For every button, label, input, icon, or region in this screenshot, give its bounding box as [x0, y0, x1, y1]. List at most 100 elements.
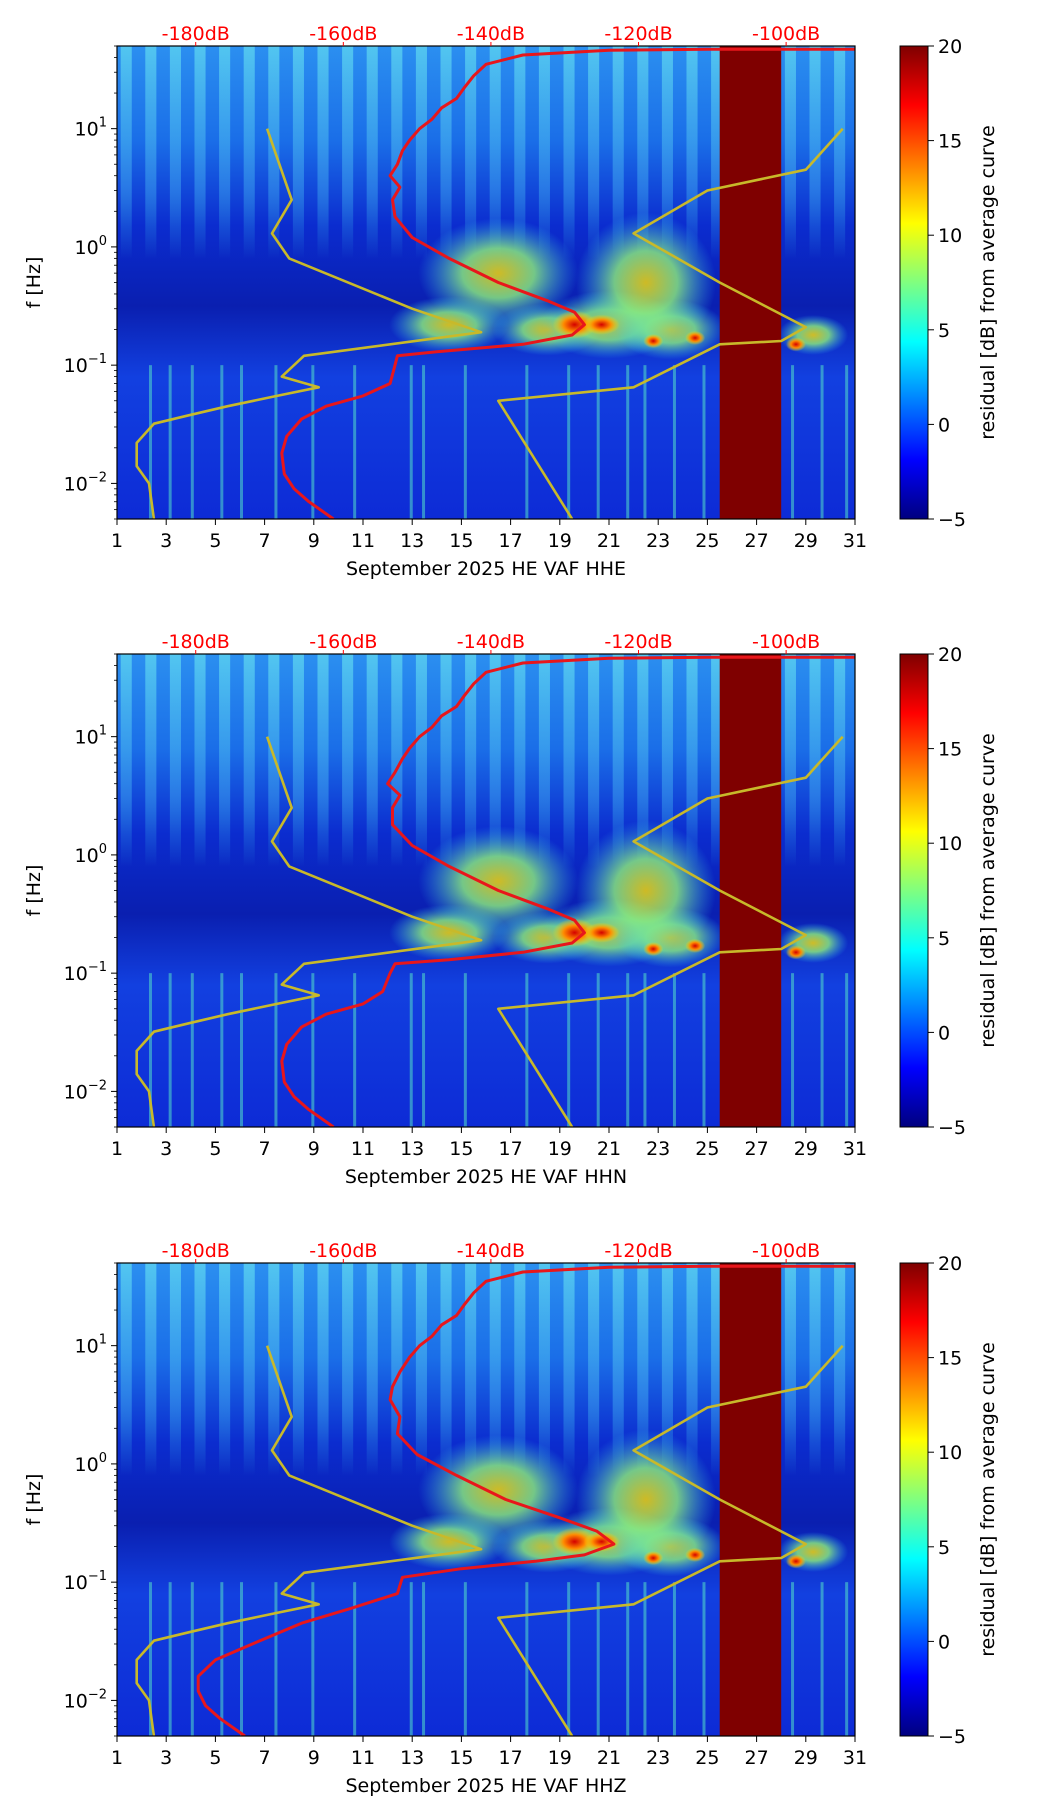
colorbar-gradient	[899, 45, 929, 520]
daily-stripe	[292, 1263, 304, 1736]
colorbar-gradient	[899, 1262, 929, 1737]
colorbar-tick-label: 20	[938, 644, 962, 666]
y-tick-label: 10−2	[64, 1687, 107, 1712]
x-tick-label: 11	[351, 1747, 375, 1769]
x-tick-label: 27	[745, 1747, 769, 1769]
transient-streak	[596, 973, 600, 1127]
spectrogram-area	[117, 654, 855, 1127]
y-axis-label: f [Hz]	[23, 257, 45, 309]
transient-streak	[820, 365, 824, 519]
red-noise-curve	[280, 47, 855, 519]
transient-streak	[274, 365, 278, 519]
x-tick-label: 15	[449, 1138, 473, 1160]
transient-streak	[702, 973, 706, 1127]
x-tick-label: 13	[400, 1747, 424, 1769]
transient-streak	[353, 973, 357, 1127]
daily-stripe	[243, 46, 255, 519]
daily-stripe	[317, 46, 329, 519]
daily-stripe	[391, 46, 403, 519]
x-tick-label: 19	[548, 530, 572, 552]
daily-stripe	[219, 654, 231, 1127]
db-scale-label: -160dB	[309, 631, 377, 653]
db-scale-label: -140dB	[457, 23, 525, 45]
transient-streak	[626, 1582, 630, 1736]
y-tick-label: 10−1	[64, 960, 107, 985]
y-tick-label: 10−2	[64, 470, 107, 495]
transient-streak	[190, 973, 194, 1127]
x-tick-label: 21	[597, 1747, 621, 1769]
transient-streak	[311, 973, 315, 1127]
hot-spot	[785, 945, 806, 960]
transient-streak	[845, 1582, 849, 1736]
hot-spot	[552, 1527, 597, 1556]
daily-stripe	[711, 46, 723, 519]
x-tick-label: 5	[209, 530, 221, 552]
daily-stripe	[268, 654, 280, 1127]
colorbar-tick-label: 10	[938, 1442, 962, 1464]
x-tick-label: 5	[209, 1747, 221, 1769]
colorbar-tick-label: 5	[938, 928, 950, 950]
y-tick-label: 101	[75, 116, 107, 141]
transient-streak	[311, 1582, 315, 1736]
microseism-blob	[418, 826, 579, 937]
x-axis-label: September 2025 HE VAF HHZ	[345, 1775, 626, 1797]
transient-streak	[240, 1582, 243, 1736]
daily-stripe	[317, 1263, 329, 1736]
daily-stripe	[194, 654, 206, 1127]
x-axis-label: September 2025 HE VAF HHE	[346, 558, 626, 580]
x-tick-label: 7	[259, 1138, 271, 1160]
x-tick-label: 3	[160, 530, 172, 552]
transient-streak	[702, 1582, 706, 1736]
colorbar-tick-label: 15	[938, 131, 962, 153]
x-tick-label: 19	[548, 1747, 572, 1769]
y-tick-label: 10−2	[64, 1078, 107, 1103]
transient-streak	[820, 1582, 824, 1736]
hot-spot	[785, 337, 806, 352]
colorbar-gradient	[899, 653, 929, 1128]
daily-stripe	[268, 1263, 280, 1736]
daily-stripe	[784, 654, 796, 1127]
colorbar-tick-label: 15	[938, 739, 962, 761]
db-scale-label: -100dB	[752, 631, 820, 653]
spectrogram-area	[117, 46, 855, 519]
colorbar-tick-label: −5	[938, 509, 966, 531]
daily-stripe	[145, 46, 157, 519]
transient-streak	[672, 973, 676, 1127]
transient-streak	[422, 1582, 426, 1736]
daily-stripe	[366, 1263, 378, 1736]
hot-spot	[552, 918, 597, 947]
transient-streak	[525, 973, 529, 1127]
daily-stripe	[784, 1263, 796, 1736]
x-tick-label: 17	[499, 530, 523, 552]
x-tick-label: 21	[597, 530, 621, 552]
x-tick-label: 25	[695, 530, 719, 552]
x-tick-label: 7	[259, 1747, 271, 1769]
transient-streak	[567, 1582, 571, 1736]
daily-stripe	[169, 46, 181, 519]
transient-streak	[148, 1582, 152, 1736]
x-tick-label: 9	[308, 1747, 320, 1769]
transient-streak	[463, 1582, 467, 1736]
yellow-reference-curve	[135, 1344, 844, 1736]
transient-streak	[791, 973, 795, 1127]
x-tick-label: 5	[209, 1138, 221, 1160]
transient-streak	[240, 973, 243, 1127]
colorbar-tick-label: 0	[938, 1022, 950, 1044]
transient-streak	[626, 973, 630, 1127]
db-scale-label: -120dB	[604, 1240, 672, 1262]
x-tick-label: 31	[843, 530, 867, 552]
transient-streak	[409, 973, 413, 1127]
microseism-blob	[418, 1435, 579, 1546]
daily-stripe	[317, 654, 329, 1127]
x-tick-label: 7	[259, 530, 271, 552]
colorbar-tick-label: −5	[938, 1117, 966, 1139]
hot-spot	[583, 314, 620, 335]
db-scale-label: -180dB	[162, 631, 230, 653]
db-scale-label: -140dB	[457, 1240, 525, 1262]
transient-streak	[274, 973, 278, 1127]
hot-spot	[685, 1547, 706, 1562]
y-tick-label: 101	[75, 1333, 107, 1358]
transient-streak	[791, 1582, 795, 1736]
daily-stripe	[834, 46, 846, 519]
